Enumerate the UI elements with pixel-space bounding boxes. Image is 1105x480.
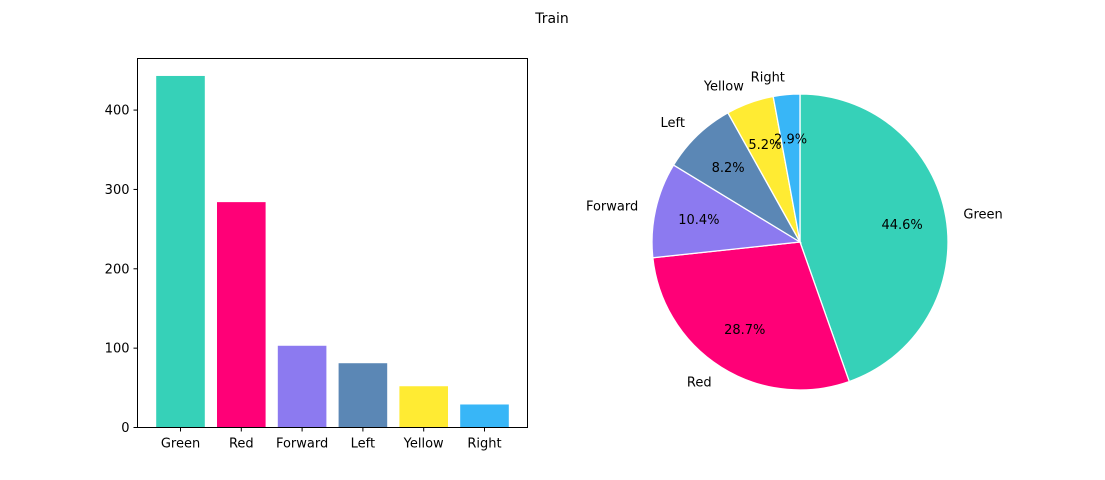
pie-chart: Green 44.6% Red 28.7% Forward 10.4% Left 8.2% Ye… <box>586 70 1003 390</box>
x-tick-label: Right <box>467 437 501 452</box>
pie-labels: Green 44.6% Red 28.7% Forward 10.4% Left 8.2% Ye… <box>586 70 1003 390</box>
bar-forward <box>277 345 327 428</box>
pie-label-left: Left <box>661 116 685 131</box>
pie-percent-green: 44.6% <box>881 218 922 233</box>
bar-bars <box>156 75 509 428</box>
pie-percent-yellow: 5.2% <box>748 138 781 153</box>
bar-right <box>460 404 509 428</box>
pie-slice-red <box>652 241 851 391</box>
bar-axes-frame <box>137 58 528 428</box>
y-tick-label: 400 <box>105 104 130 119</box>
bar-chart: 0 100 200 300 400 Green Red Forward Left Yellow R… <box>105 58 528 452</box>
y-tick-label: 100 <box>105 342 130 357</box>
pie-label-green: Green <box>963 208 1002 223</box>
pie-label-yellow: Yellow <box>703 80 744 95</box>
bar-green <box>156 75 205 428</box>
pie-percent-left: 8.2% <box>712 161 745 176</box>
x-tick-label: Green <box>161 437 200 452</box>
x-tick-label: Forward <box>276 437 328 452</box>
pie-slice-green <box>799 93 949 383</box>
pie-label-red: Red <box>687 376 712 391</box>
x-tick-label: Yellow <box>403 437 444 452</box>
pie-label-right: Right <box>751 70 785 85</box>
pie-slice-right <box>772 93 801 243</box>
y-tick-label: 0 <box>121 421 129 436</box>
pie-percent-forward: 10.4% <box>678 213 719 228</box>
x-tick-label: Red <box>229 437 254 452</box>
y-tick-label: 200 <box>105 262 130 277</box>
bar-y-axis: 0 100 200 300 400 <box>105 104 138 436</box>
bar-red <box>217 202 266 428</box>
pie-label-forward: Forward <box>586 199 638 214</box>
pie-percent-red: 28.7% <box>724 323 765 338</box>
pie-slice-forward <box>651 164 802 259</box>
bar-yellow <box>399 386 448 428</box>
x-tick-label: Left <box>351 437 375 452</box>
bar-x-axis: Green Red Forward Left Yellow Right <box>161 427 502 452</box>
figure-title: Train <box>534 11 569 27</box>
pie-slices <box>651 93 949 391</box>
bar-left <box>338 363 388 428</box>
y-tick-label: 300 <box>105 183 130 198</box>
pie-percent-right: 2.9% <box>774 132 807 147</box>
